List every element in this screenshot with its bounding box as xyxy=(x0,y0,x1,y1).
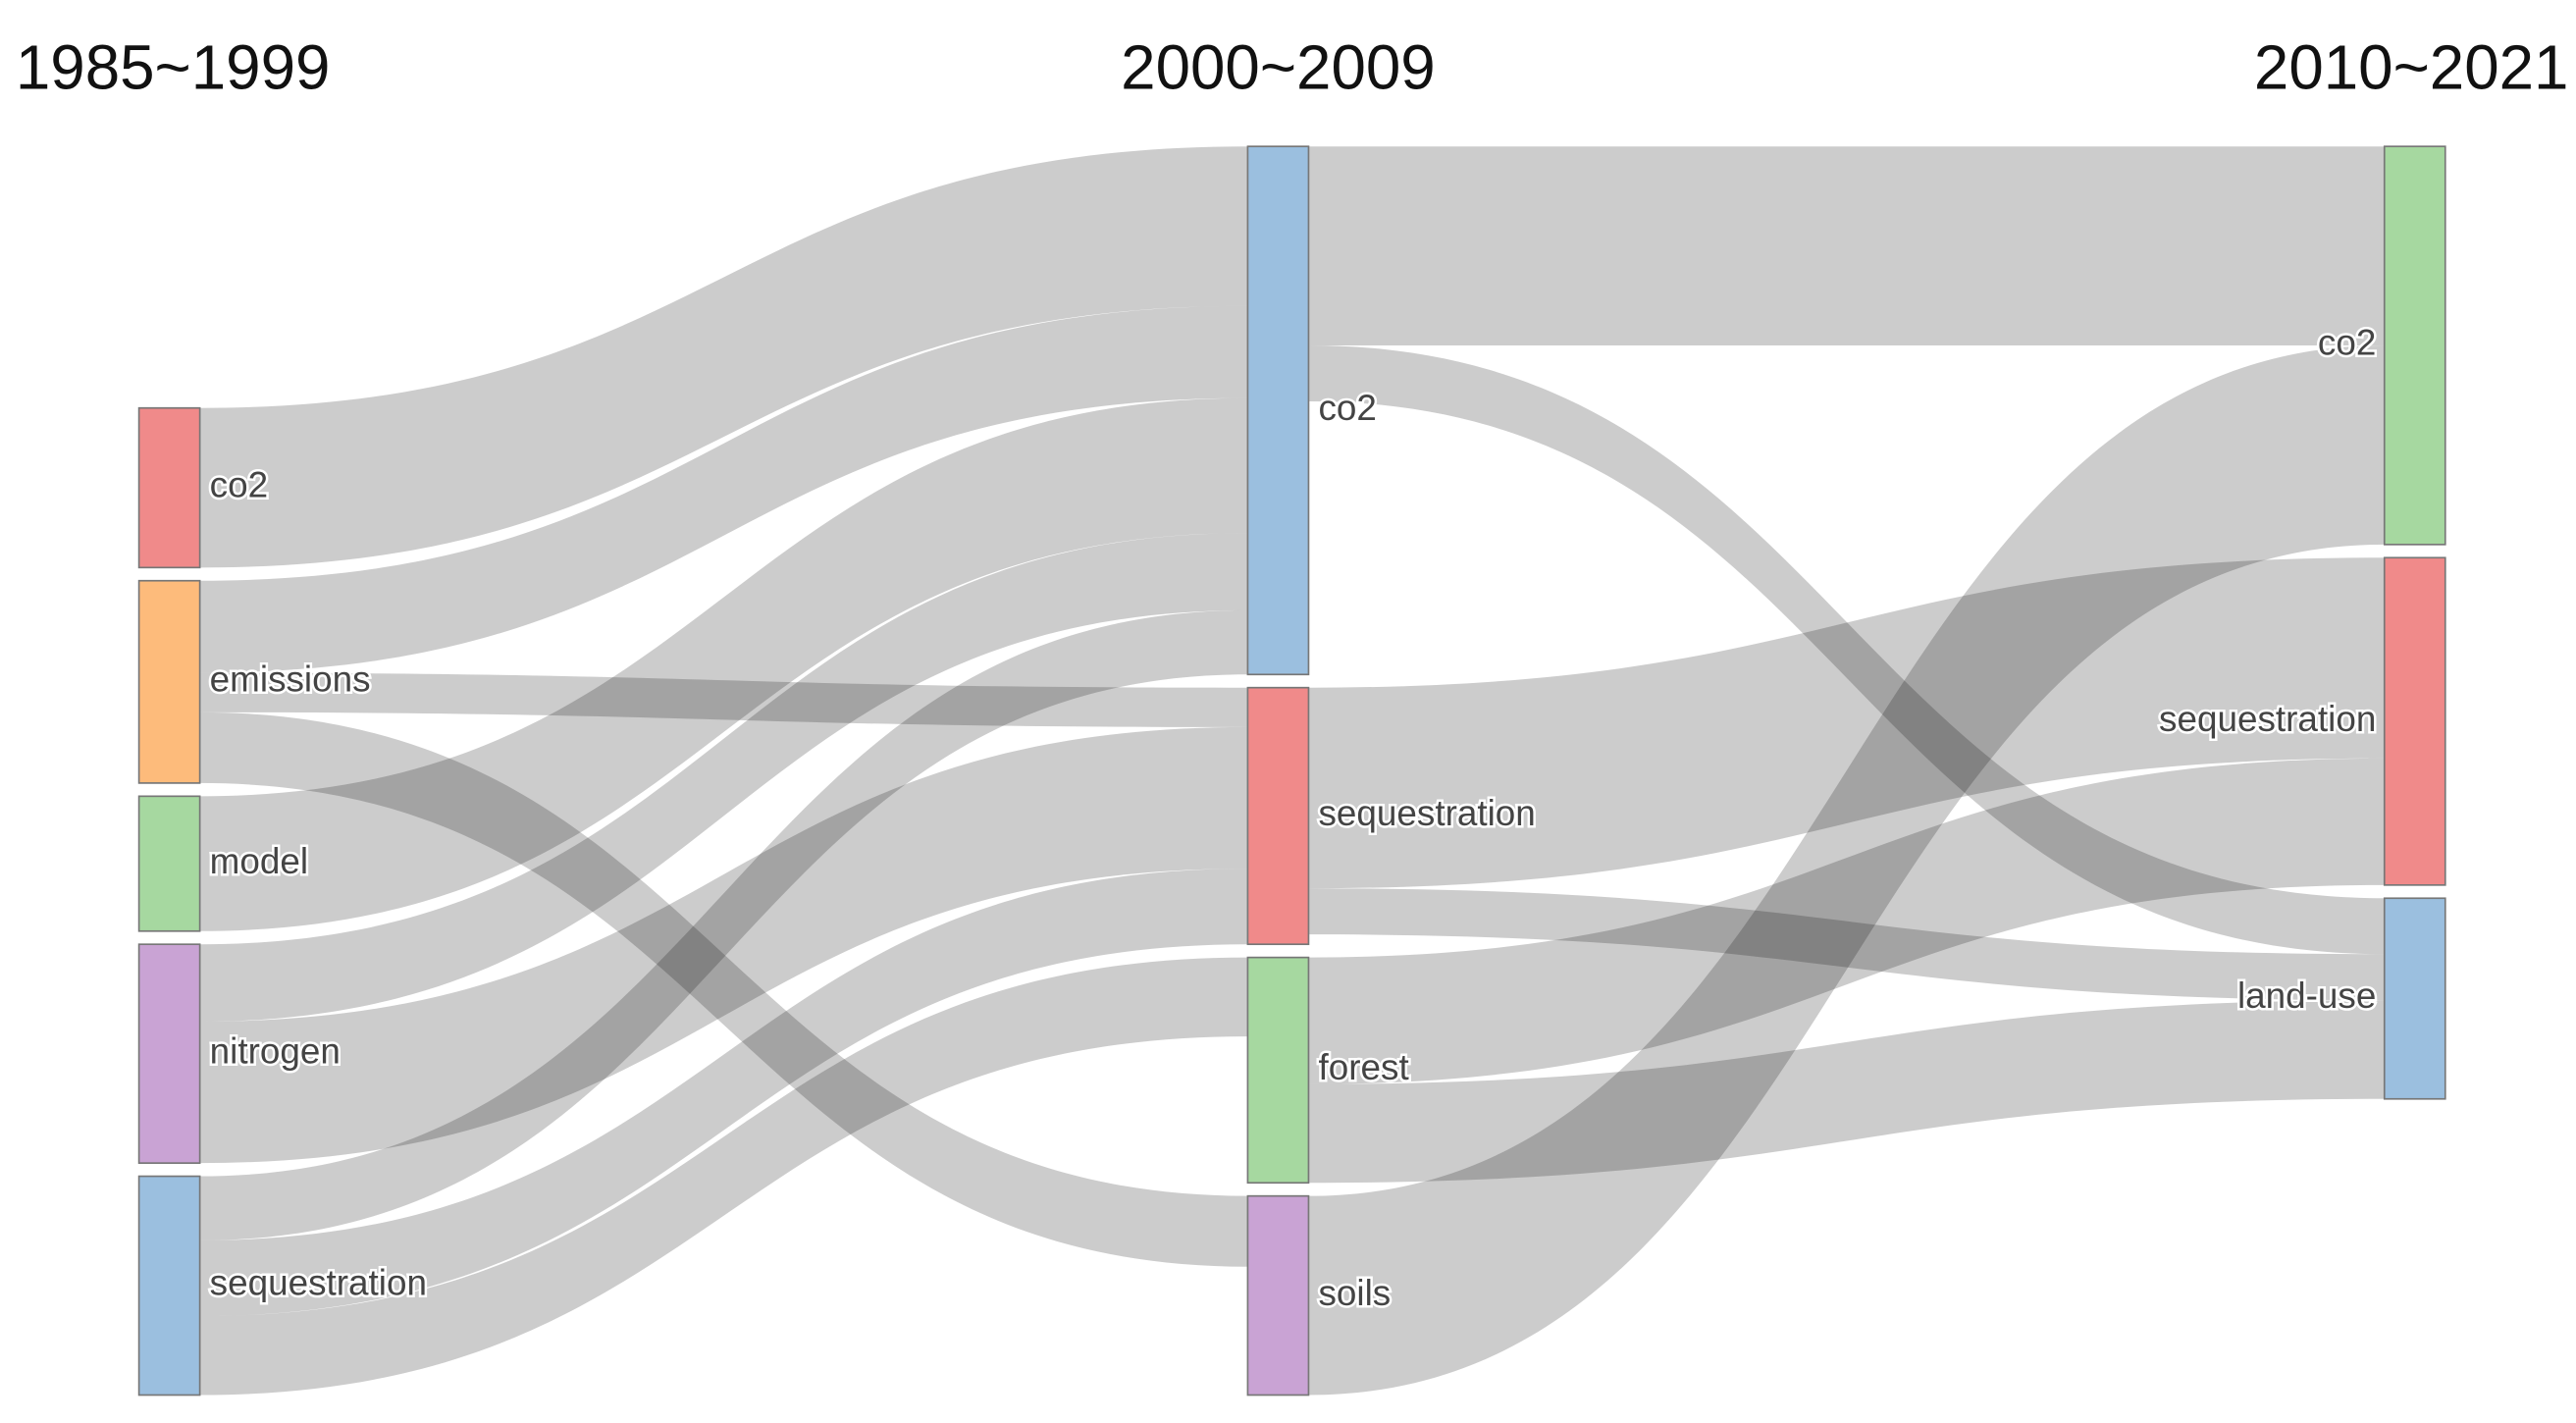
node xyxy=(2383,145,2446,546)
column-title: 1985~1999 xyxy=(16,33,331,103)
node-label: co2 xyxy=(1319,388,1377,428)
link xyxy=(199,305,1248,673)
node xyxy=(1246,956,1310,1185)
link xyxy=(1308,758,2385,1084)
link xyxy=(1308,146,2385,346)
link xyxy=(1308,1000,2385,1184)
column-title: 2010~2021 xyxy=(2254,33,2569,103)
node-label: sequestration xyxy=(1319,793,1536,833)
node xyxy=(137,406,201,569)
node-label: model xyxy=(210,841,308,881)
node-label: co2 xyxy=(2318,323,2376,363)
node-label: soils xyxy=(1319,1273,1392,1313)
node-label: land-use xyxy=(2237,975,2376,1016)
node xyxy=(137,795,201,932)
link xyxy=(1308,345,2385,1396)
node xyxy=(137,579,201,784)
node-label: nitrogen xyxy=(210,1030,341,1071)
link xyxy=(199,712,1248,1267)
links xyxy=(199,146,2385,1396)
link xyxy=(1308,888,2385,1001)
node xyxy=(137,1175,201,1397)
link xyxy=(199,609,1248,1240)
link xyxy=(199,672,1248,727)
node-label: co2 xyxy=(210,465,268,505)
node xyxy=(2383,556,2446,886)
node xyxy=(1246,1194,1310,1397)
link xyxy=(1308,557,2385,889)
link xyxy=(1308,345,2385,955)
column-title: 2000~2009 xyxy=(1121,33,1436,103)
node xyxy=(137,943,201,1164)
node-label: sequestration xyxy=(2159,699,2376,739)
node-label: emissions xyxy=(210,659,371,700)
node xyxy=(1246,686,1310,946)
nodes: co2 emissions model nitrogen sequestration co… xyxy=(137,145,2446,1397)
node-label: sequestration xyxy=(210,1263,427,1303)
link xyxy=(199,533,1248,1022)
link xyxy=(199,957,1248,1396)
link xyxy=(199,146,1248,568)
node xyxy=(2383,897,2446,1100)
node xyxy=(1246,145,1310,676)
link xyxy=(199,726,1248,1164)
node-label: forest xyxy=(1319,1047,1409,1087)
link xyxy=(199,397,1248,931)
link xyxy=(199,869,1248,1317)
